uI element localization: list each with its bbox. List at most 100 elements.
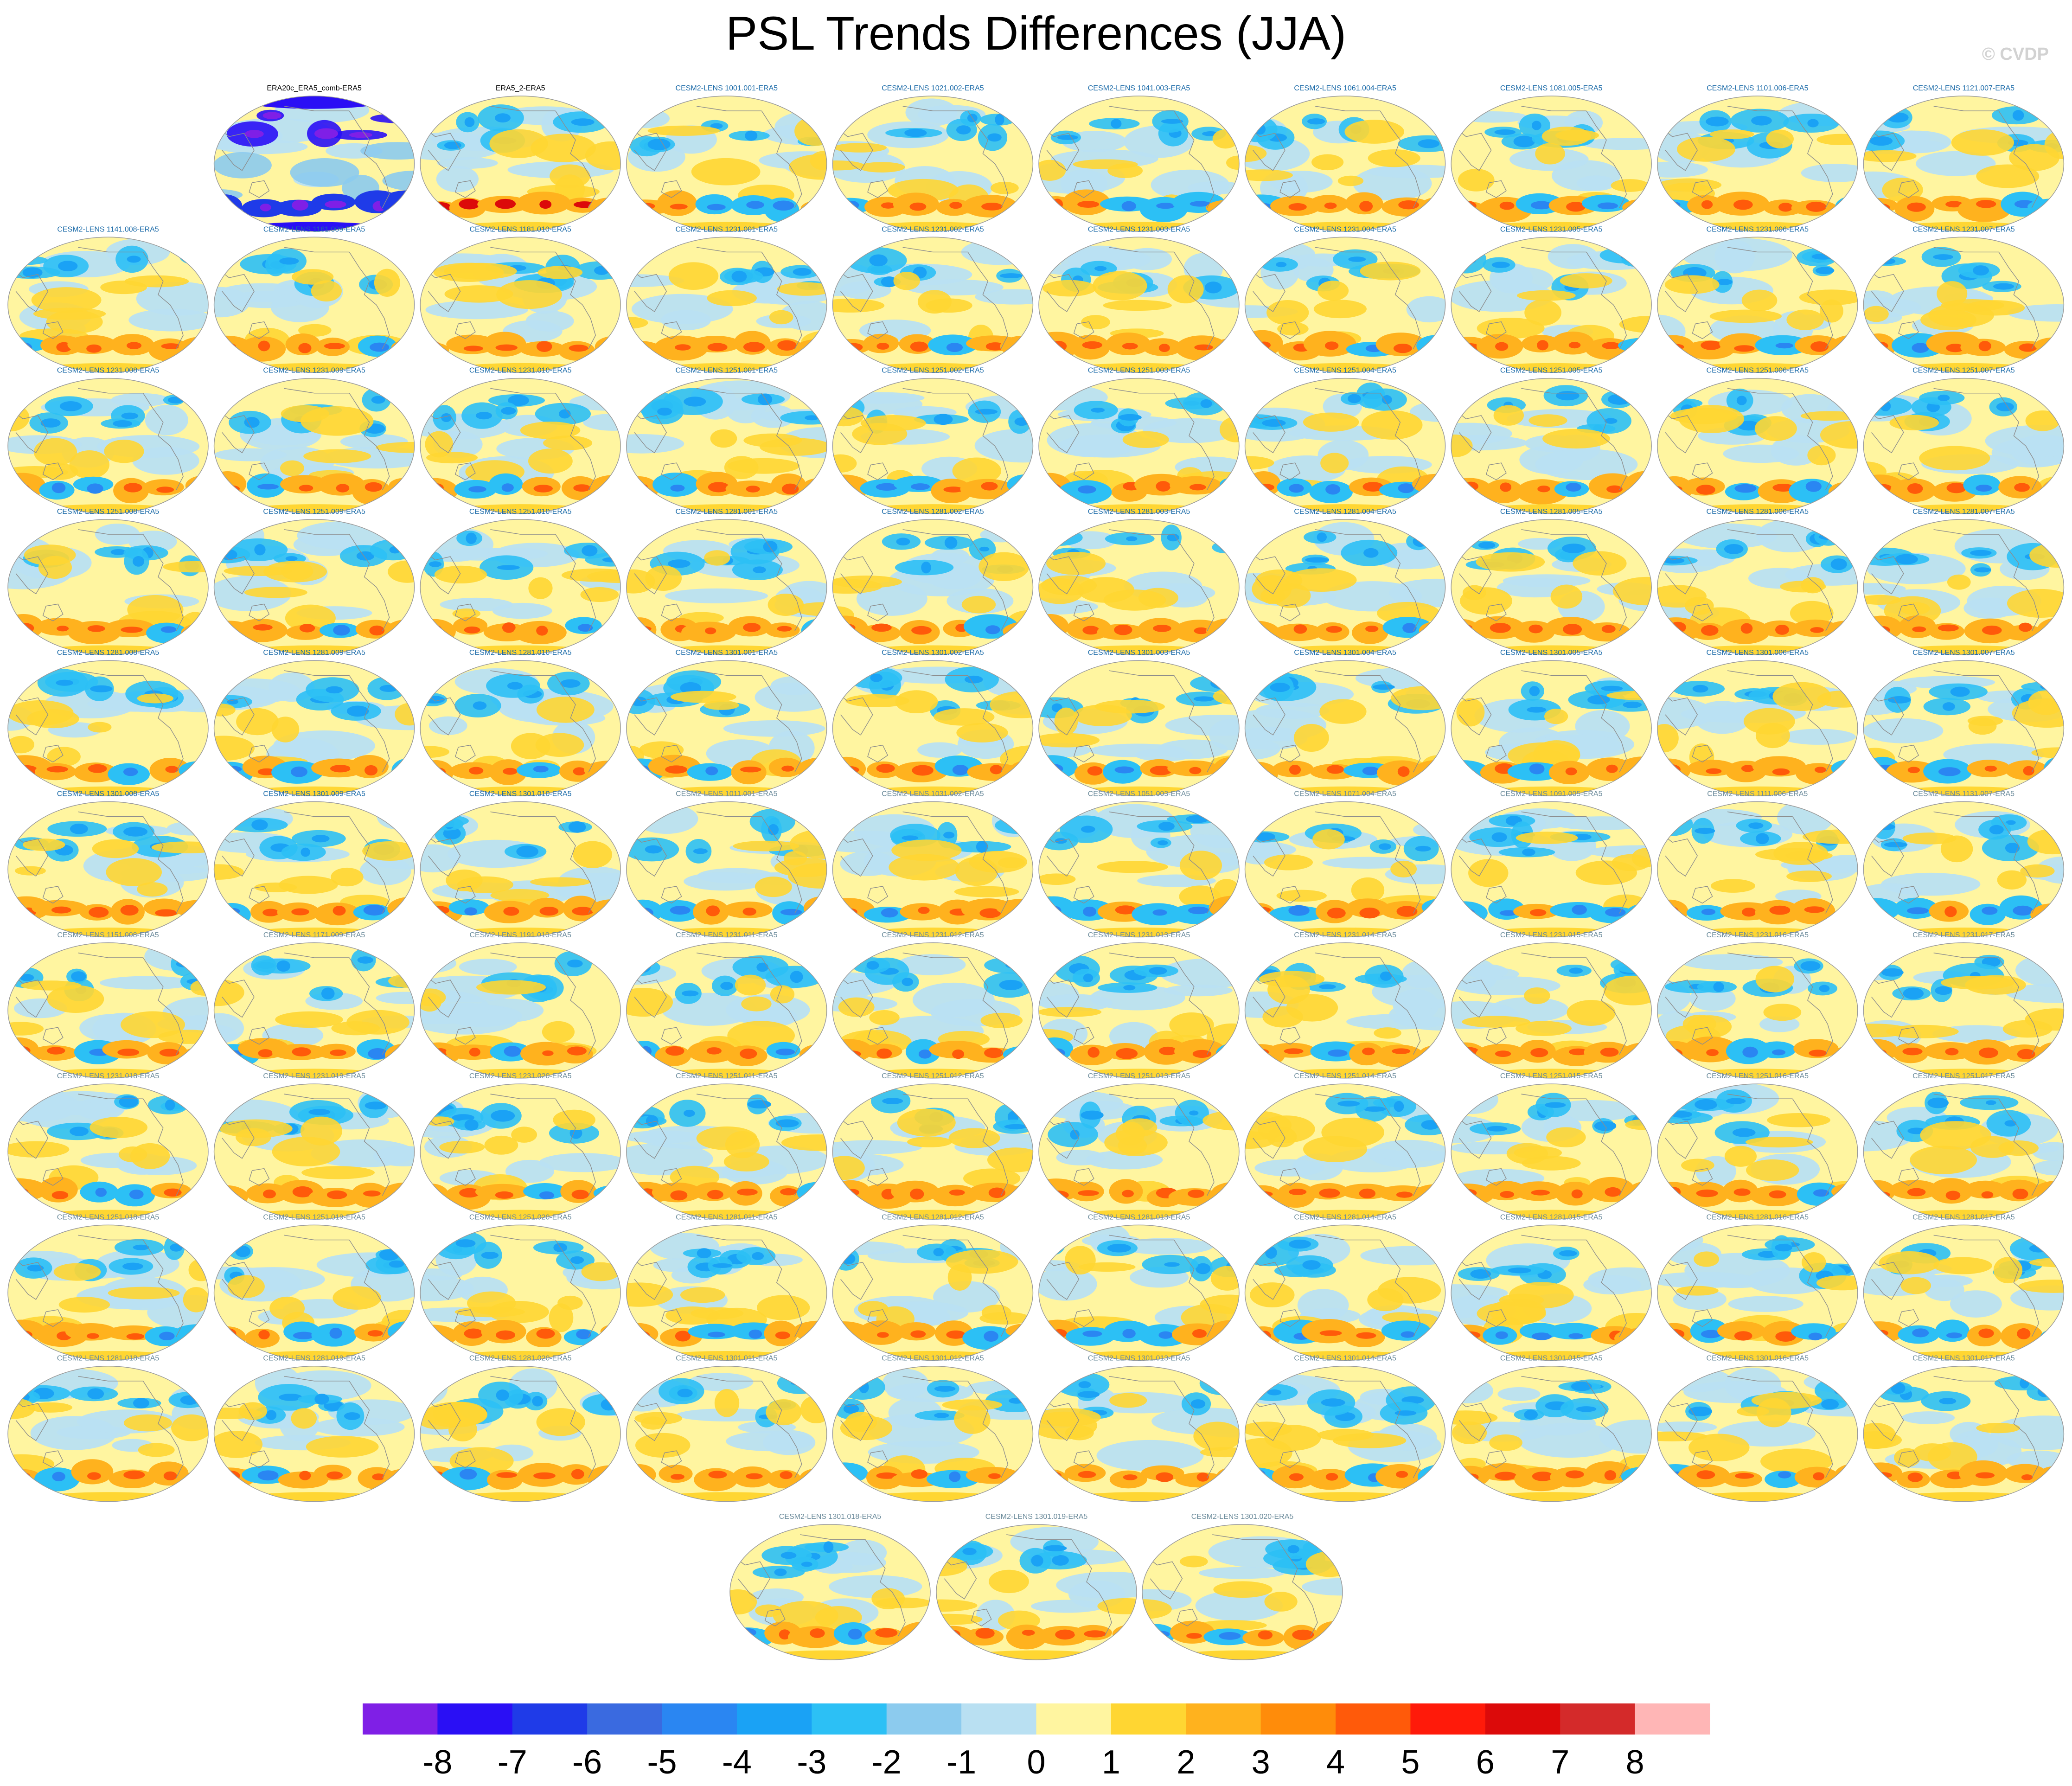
contour-blob: [1884, 842, 1908, 848]
coastline: [834, 408, 873, 454]
coastline: [454, 321, 476, 339]
coastline: [1692, 321, 1713, 339]
contour-blob: [276, 960, 290, 972]
contour-blob: [1576, 175, 1616, 191]
contour-blob: [1716, 279, 1733, 285]
contour-blob: [832, 160, 864, 171]
contour-blob: [536, 697, 595, 723]
map-border: [213, 519, 415, 655]
contour-blob: [161, 343, 181, 349]
coastline: [1727, 811, 1793, 817]
contour-blob: [553, 1109, 595, 1130]
coastline: [42, 603, 64, 621]
map-border: [626, 237, 827, 373]
coastline: [1792, 393, 1833, 490]
contour-blob: [1657, 161, 1708, 178]
coastline: [349, 1098, 390, 1196]
contour-blob: [1946, 482, 1966, 493]
contour-blob: [858, 162, 905, 173]
panel-title: CESM2-LENS 1151.008-ERA5: [57, 931, 159, 939]
contour-blob: [895, 690, 938, 714]
contour-blob: [1118, 414, 1142, 421]
contour-blob: [163, 561, 208, 573]
coastline: [422, 1114, 461, 1159]
contour-blob: [1751, 115, 1772, 126]
contour-blob: [8, 736, 35, 754]
contour-blob: [1156, 203, 1175, 209]
contour-blob: [365, 482, 383, 492]
contour-blob: [523, 1183, 567, 1200]
contour-blob: [1466, 964, 1508, 979]
contour-blob: [67, 335, 117, 354]
contour-blob: [160, 626, 177, 633]
colorbar-tick-label: -6: [572, 1744, 602, 1781]
contour-blob: [1276, 1183, 1316, 1208]
coastline: [9, 1114, 49, 1159]
coastline: [143, 252, 184, 349]
contour-blob: [1889, 415, 1939, 430]
map-border: [626, 519, 827, 655]
panel-title: CESM2-LENS 1251.002-ERA5: [882, 367, 984, 375]
panel-title: CESM2-LENS 1281.006-ERA5: [1707, 508, 1809, 516]
contour-blob: [46, 766, 68, 773]
contour-blob: [743, 342, 765, 352]
contour-blob: [670, 1190, 688, 1201]
contour-blob: [1277, 322, 1309, 336]
page-title: PSL Trends Differences (JJA): [726, 7, 1346, 60]
contour-blob: [533, 485, 553, 493]
contour-blob: [708, 482, 729, 493]
contour-blob: [1167, 533, 1179, 542]
contour-blob: [257, 768, 276, 775]
contour-blob: [51, 1191, 69, 1199]
contour-blob: [1807, 119, 1819, 128]
contour-blob: [1348, 394, 1361, 403]
coastline: [1109, 1094, 1174, 1099]
panel-title: CESM2-LENS 1231.012-ERA5: [882, 931, 984, 939]
coastline: [867, 462, 889, 480]
coastline: [1279, 321, 1301, 339]
contour-blob: [1293, 723, 1329, 752]
coastline: [555, 816, 596, 914]
contour-blob: [1928, 303, 1994, 328]
coastline: [1453, 408, 1492, 454]
contour-blob: [706, 1047, 722, 1055]
contour-blob: [123, 826, 148, 837]
contour-blob: [280, 475, 328, 494]
contour-blob: [1381, 395, 1392, 404]
contour-blob: [1179, 851, 1222, 880]
contour-blob: [1081, 1110, 1104, 1120]
contour-blob: [1289, 484, 1304, 493]
coastline: [1485, 603, 1507, 621]
coastline: [628, 691, 667, 736]
contour-blob: [985, 342, 1005, 351]
contour-blob: [1451, 434, 1473, 457]
map-border: [420, 1083, 621, 1220]
coastline: [1692, 1027, 1713, 1045]
map-panel: CESM2-LENS 1281.008-ERA5: [7, 649, 209, 796]
contour-blob: [464, 1119, 479, 1131]
contour-blob: [1039, 160, 1066, 181]
contour-blob: [1529, 686, 1540, 697]
contour-blob: [665, 765, 687, 774]
contour-blob: [981, 482, 998, 491]
contour-blob: [459, 198, 480, 210]
panel-title: CESM2-LENS 1301.001-ERA5: [676, 649, 778, 657]
contour-blob: [543, 435, 593, 451]
map-border: [213, 378, 415, 514]
contour-blob: [573, 767, 586, 775]
contour-blob: [441, 413, 452, 422]
panel-title: CESM2-LENS 1001.001-ERA5: [676, 84, 778, 92]
contour-blob: [1491, 267, 1554, 294]
map-border: [832, 519, 1034, 655]
coastline: [1485, 886, 1507, 904]
contour-blob: [502, 622, 516, 633]
panel-title: CESM2-LENS 1251.005-ERA5: [1500, 367, 1603, 375]
contour-blob: [573, 484, 591, 492]
contour-blob: [684, 397, 706, 407]
contour-blob: [1742, 1046, 1758, 1058]
contour-blob: [1973, 265, 1989, 276]
colorbar-swatch: [1635, 1703, 1710, 1735]
map-panel: CESM2-LENS 1131.007-ERA5: [1863, 790, 2065, 938]
contour-blob: [1950, 686, 1970, 697]
coastline: [1659, 973, 1698, 1018]
